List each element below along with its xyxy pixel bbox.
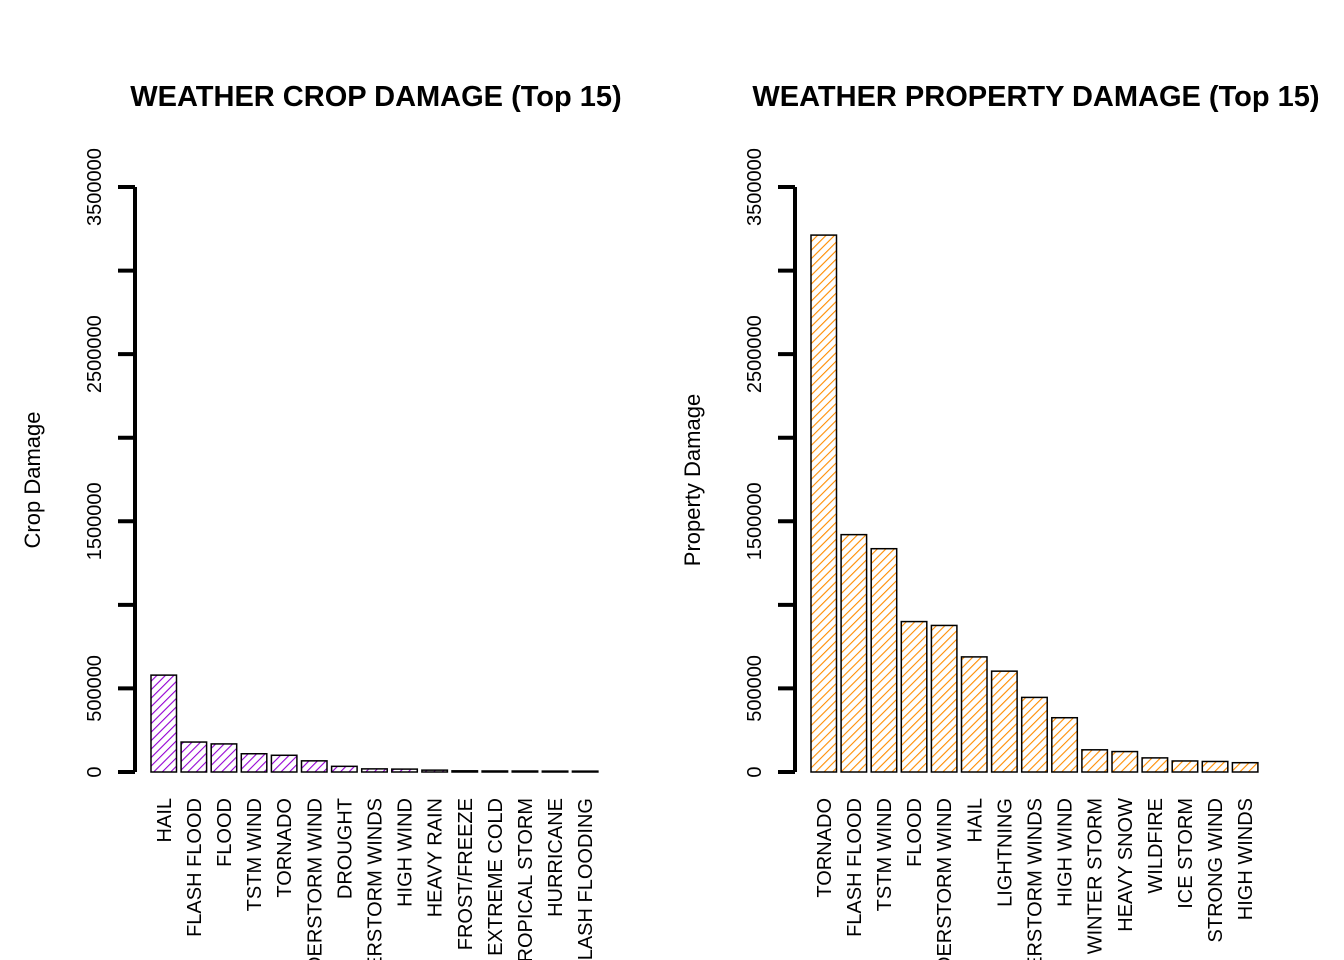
x-tick-label: FLASH FLOOD	[844, 798, 866, 937]
y-tick-label: 0	[84, 766, 106, 777]
chart-title: WEATHER PROPERTY DAMAGE (Top 15)	[752, 81, 1319, 113]
x-tick-label: FLASH FLOOD	[184, 798, 206, 937]
bar	[900, 620, 928, 773]
y-tick-label: 1500000	[84, 482, 106, 560]
x-tick-label: THUNDERSTORM WINDS	[364, 798, 386, 960]
y-tick-label: 500000	[84, 655, 106, 722]
bar	[1141, 757, 1169, 773]
y-axis-label: Property Damage	[680, 394, 705, 566]
x-tick-label: TORNADO	[814, 798, 836, 898]
x-tick-label: DROUGHT	[334, 798, 356, 899]
bar	[1231, 761, 1259, 773]
bar	[421, 769, 449, 773]
bar	[330, 765, 358, 773]
y-tick-label: 500000	[744, 655, 766, 722]
x-tick-label: TSTM WIND	[874, 798, 896, 911]
bar	[360, 768, 388, 773]
x-tick-label: HAIL	[964, 798, 986, 842]
x-tick-label: FROST/FREEZE	[455, 798, 477, 950]
bar	[511, 770, 539, 773]
y-axis-label: Crop Damage	[20, 412, 45, 549]
x-tick-label: EXTREME COLD	[485, 798, 507, 956]
bar	[1020, 696, 1048, 773]
bar	[451, 770, 479, 773]
x-tick-label: HIGH WIND	[1055, 798, 1077, 907]
bar	[810, 234, 838, 773]
x-tick-label: FLASH FLOODING	[575, 798, 597, 960]
x-tick-label: HAIL	[154, 798, 176, 842]
bar	[240, 752, 268, 773]
y-tick-label: 1500000	[744, 482, 766, 560]
x-tick-label: TROPICAL STORM	[515, 798, 537, 960]
bar	[930, 624, 958, 773]
bar	[270, 754, 298, 773]
x-tick-label: THUNDERSTORM WIND	[304, 798, 326, 960]
y-tick-label: 2500000	[744, 315, 766, 393]
x-tick-label: WINTER STORM	[1085, 798, 1107, 954]
bar	[1081, 749, 1109, 773]
x-tick-label: WILDFIRE	[1145, 798, 1167, 894]
y-tick-label: 3500000	[84, 148, 106, 226]
bar	[1051, 716, 1079, 773]
x-tick-label: THUNDERSTORM WIND	[934, 798, 956, 960]
bar	[300, 760, 328, 773]
chart-title: WEATHER CROP DAMAGE (Top 15)	[130, 81, 621, 113]
bar	[1111, 750, 1139, 773]
bar	[840, 533, 868, 773]
y-tick-label: 3500000	[744, 148, 766, 226]
bar	[571, 770, 599, 773]
bar	[180, 741, 208, 773]
bar	[1171, 760, 1199, 773]
x-tick-label: HIGH WINDS	[1235, 798, 1257, 920]
x-tick-label: STRONG WIND	[1205, 798, 1227, 942]
x-tick-label: FLOOD	[904, 798, 926, 867]
x-tick-label: HEAVY RAIN	[425, 798, 447, 917]
bar	[870, 547, 898, 773]
x-tick-label: ICE STORM	[1175, 798, 1197, 909]
bar	[391, 768, 419, 773]
bar	[481, 770, 509, 773]
x-tick-label: HIGH WIND	[395, 798, 417, 907]
bar	[150, 674, 178, 773]
bar	[990, 670, 1018, 773]
bar	[541, 770, 569, 773]
x-tick-label: THUNDERSTORM WINDS	[1024, 798, 1046, 960]
x-tick-label: HURRICANE	[545, 798, 567, 917]
bar	[1201, 760, 1229, 773]
y-tick-label: 2500000	[84, 315, 106, 393]
x-tick-label: LIGHTNING	[994, 798, 1016, 907]
bar	[960, 656, 988, 773]
x-tick-label: FLOOD	[214, 798, 236, 867]
x-tick-label: TORNADO	[274, 798, 296, 898]
bar	[210, 743, 238, 773]
x-tick-label: TSTM WIND	[244, 798, 266, 911]
x-tick-label: HEAVY SNOW	[1115, 798, 1137, 932]
y-tick-label: 0	[744, 766, 766, 777]
